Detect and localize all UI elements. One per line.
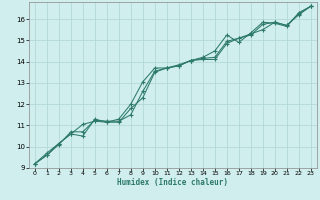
X-axis label: Humidex (Indice chaleur): Humidex (Indice chaleur) — [117, 178, 228, 187]
